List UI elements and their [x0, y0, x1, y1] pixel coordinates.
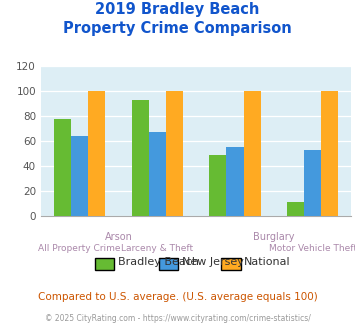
- Text: All Property Crime: All Property Crime: [38, 244, 121, 253]
- Text: Property Crime Comparison: Property Crime Comparison: [63, 21, 292, 36]
- Bar: [54, 118, 71, 216]
- Bar: [287, 202, 304, 216]
- Bar: [226, 147, 244, 216]
- Bar: [88, 91, 105, 216]
- Text: Arson: Arson: [104, 232, 132, 242]
- Text: National: National: [244, 257, 291, 267]
- Bar: [209, 155, 226, 216]
- Text: Bradley Beach: Bradley Beach: [118, 257, 199, 267]
- Bar: [149, 132, 166, 216]
- Text: Burglary: Burglary: [253, 232, 295, 242]
- Bar: [166, 91, 183, 216]
- Bar: [132, 100, 149, 216]
- Bar: [304, 150, 321, 216]
- Text: Motor Vehicle Theft: Motor Vehicle Theft: [269, 244, 355, 253]
- Text: 2019 Bradley Beach: 2019 Bradley Beach: [95, 2, 260, 16]
- Text: Larceny & Theft: Larceny & Theft: [121, 244, 193, 253]
- Text: Compared to U.S. average. (U.S. average equals 100): Compared to U.S. average. (U.S. average …: [38, 292, 317, 302]
- Bar: [244, 91, 261, 216]
- Bar: [71, 136, 88, 216]
- Bar: [321, 91, 338, 216]
- Text: © 2025 CityRating.com - https://www.cityrating.com/crime-statistics/: © 2025 CityRating.com - https://www.city…: [45, 314, 310, 323]
- Text: New Jersey: New Jersey: [182, 257, 244, 267]
